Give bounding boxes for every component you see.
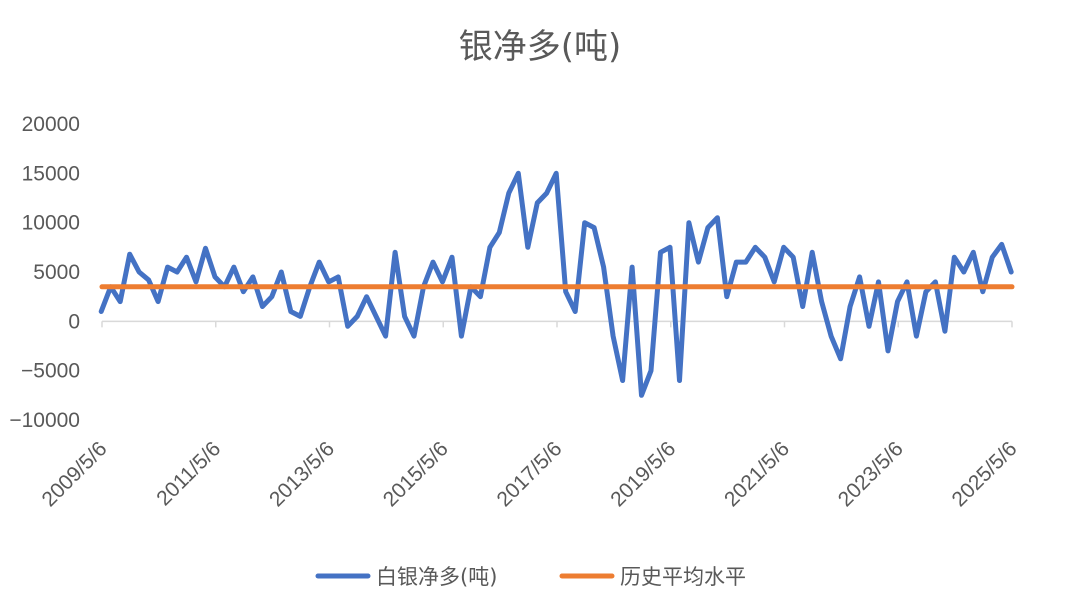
legend-label-historical-average: 历史平均水平 (620, 565, 746, 589)
x-tick-label: 2009/5/6 (37, 437, 111, 511)
x-tick-label: 2017/5/6 (492, 437, 566, 511)
x-tick-label: 2021/5/6 (720, 437, 794, 511)
y-tick-label: −10000 (9, 409, 80, 432)
legend-label-silver-net-long: 白银净多(吨) (376, 565, 497, 589)
y-tick-label: 15000 (22, 162, 80, 185)
y-tick-label: 10000 (22, 212, 80, 235)
x-tick-label: 2013/5/6 (265, 437, 339, 511)
x-tick-label: 2019/5/6 (606, 437, 680, 511)
y-tick-label: 5000 (33, 261, 80, 284)
y-tick-label: 0 (68, 310, 80, 333)
x-tick-label: 2023/5/6 (834, 437, 908, 511)
chart-title: 银净多(吨) (459, 27, 622, 67)
y-tick-label: −5000 (21, 360, 80, 383)
y-tick-label: 20000 (22, 113, 80, 136)
x-tick-label: 2011/5/6 (152, 437, 225, 510)
x-tick-label: 2015/5/6 (379, 437, 453, 511)
x-tick-label: 2025/5/6 (947, 437, 1021, 511)
series-line-silver-net-long (98, 170, 1014, 398)
